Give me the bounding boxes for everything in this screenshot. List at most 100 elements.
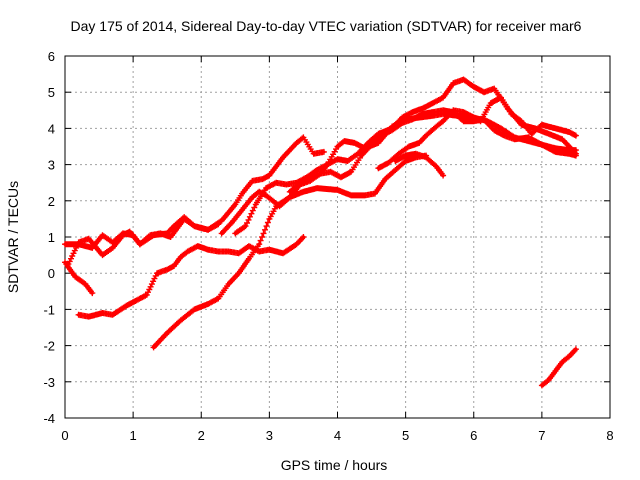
data-point <box>250 195 254 199</box>
data-point <box>83 282 88 286</box>
data-point <box>363 193 367 197</box>
data-point <box>312 152 316 156</box>
data-point <box>87 237 91 241</box>
data-point <box>206 228 210 232</box>
data-point <box>540 143 544 147</box>
data-point <box>553 126 558 130</box>
data-point <box>220 231 224 235</box>
data-point <box>301 235 306 239</box>
data-point <box>567 354 571 359</box>
data-point <box>431 101 435 105</box>
data-point <box>530 132 534 136</box>
data-point <box>267 217 271 221</box>
data-point <box>151 345 156 350</box>
data-point <box>226 282 231 286</box>
data-point <box>417 115 421 120</box>
data-point <box>206 248 210 252</box>
data-point <box>111 246 115 250</box>
data-point <box>267 248 271 252</box>
chart-title: Day 175 of 2014, Sidereal Day-to-day VTE… <box>71 18 582 34</box>
series-track-2 <box>65 215 222 268</box>
x-tick-label: 0 <box>61 428 68 443</box>
data-point <box>492 128 496 132</box>
data-point <box>128 229 132 234</box>
data-point <box>233 231 237 235</box>
data-point <box>417 141 421 145</box>
data-point <box>158 231 162 235</box>
data-point <box>509 112 513 116</box>
data-point <box>397 152 401 156</box>
data-point <box>230 220 234 225</box>
data-point <box>295 141 299 145</box>
x-tick-label: 2 <box>198 428 205 443</box>
data-point <box>386 161 391 165</box>
data-point <box>349 193 353 197</box>
data-point <box>295 242 299 246</box>
data-point <box>461 77 466 82</box>
data-point <box>145 293 149 297</box>
data-point <box>404 159 408 163</box>
data-point <box>301 135 306 140</box>
x-tick-label: 4 <box>334 428 341 443</box>
y-tick-label: 5 <box>48 85 55 100</box>
data-point <box>63 242 67 246</box>
data-point <box>87 315 91 319</box>
data-point <box>335 157 340 161</box>
data-point <box>111 240 115 245</box>
x-tick-label: 1 <box>130 428 137 443</box>
data-point <box>339 175 343 179</box>
data-point <box>260 177 265 181</box>
data-point <box>335 188 340 192</box>
data-point <box>274 181 278 185</box>
data-point <box>547 378 551 382</box>
data-point <box>250 179 254 183</box>
data-point <box>322 150 326 154</box>
plus-markers <box>538 346 579 389</box>
series-track-1 <box>62 134 327 251</box>
data-point <box>519 119 524 123</box>
data-point <box>335 144 340 149</box>
y-tick-label: 1 <box>48 230 55 245</box>
data-point <box>390 124 394 129</box>
data-point <box>574 347 578 351</box>
data-point <box>373 191 377 196</box>
data-point <box>179 255 183 259</box>
data-point <box>560 137 564 141</box>
data-point <box>192 224 197 228</box>
series-track-11 <box>538 346 579 389</box>
data-point <box>271 199 275 203</box>
data-point <box>134 298 139 302</box>
data-point <box>461 110 466 114</box>
data-point <box>315 168 319 172</box>
data-point <box>281 251 285 255</box>
data-point <box>342 139 346 143</box>
data-point <box>233 202 237 207</box>
data-point <box>441 96 445 100</box>
data-point <box>451 108 455 112</box>
data-point <box>264 193 268 197</box>
data-point <box>216 296 220 301</box>
data-point <box>540 383 544 388</box>
data-point <box>434 124 438 129</box>
data-point <box>376 132 380 136</box>
data-point <box>376 141 380 145</box>
data-point <box>172 264 176 268</box>
data-point <box>376 166 380 170</box>
data-point <box>461 119 466 123</box>
data-point <box>308 175 312 179</box>
plus-markers <box>62 134 327 251</box>
data-point <box>192 307 197 311</box>
data-point <box>124 304 128 308</box>
data-point <box>424 134 428 138</box>
axis-ticks: 0 1 2 3 4 5 6 7 8 -4 -3 -2 -1 0 1 2 3 4 5 6 <box>43 49 613 443</box>
data-point <box>393 168 398 172</box>
data-point <box>346 159 350 163</box>
data-point <box>393 159 398 163</box>
data-point <box>264 186 268 190</box>
data-point <box>179 318 183 322</box>
data-point <box>138 242 142 246</box>
data-point <box>284 182 289 187</box>
y-tick-label: -2 <box>43 339 55 354</box>
series-track-10 <box>392 150 447 179</box>
data-point <box>63 260 67 264</box>
